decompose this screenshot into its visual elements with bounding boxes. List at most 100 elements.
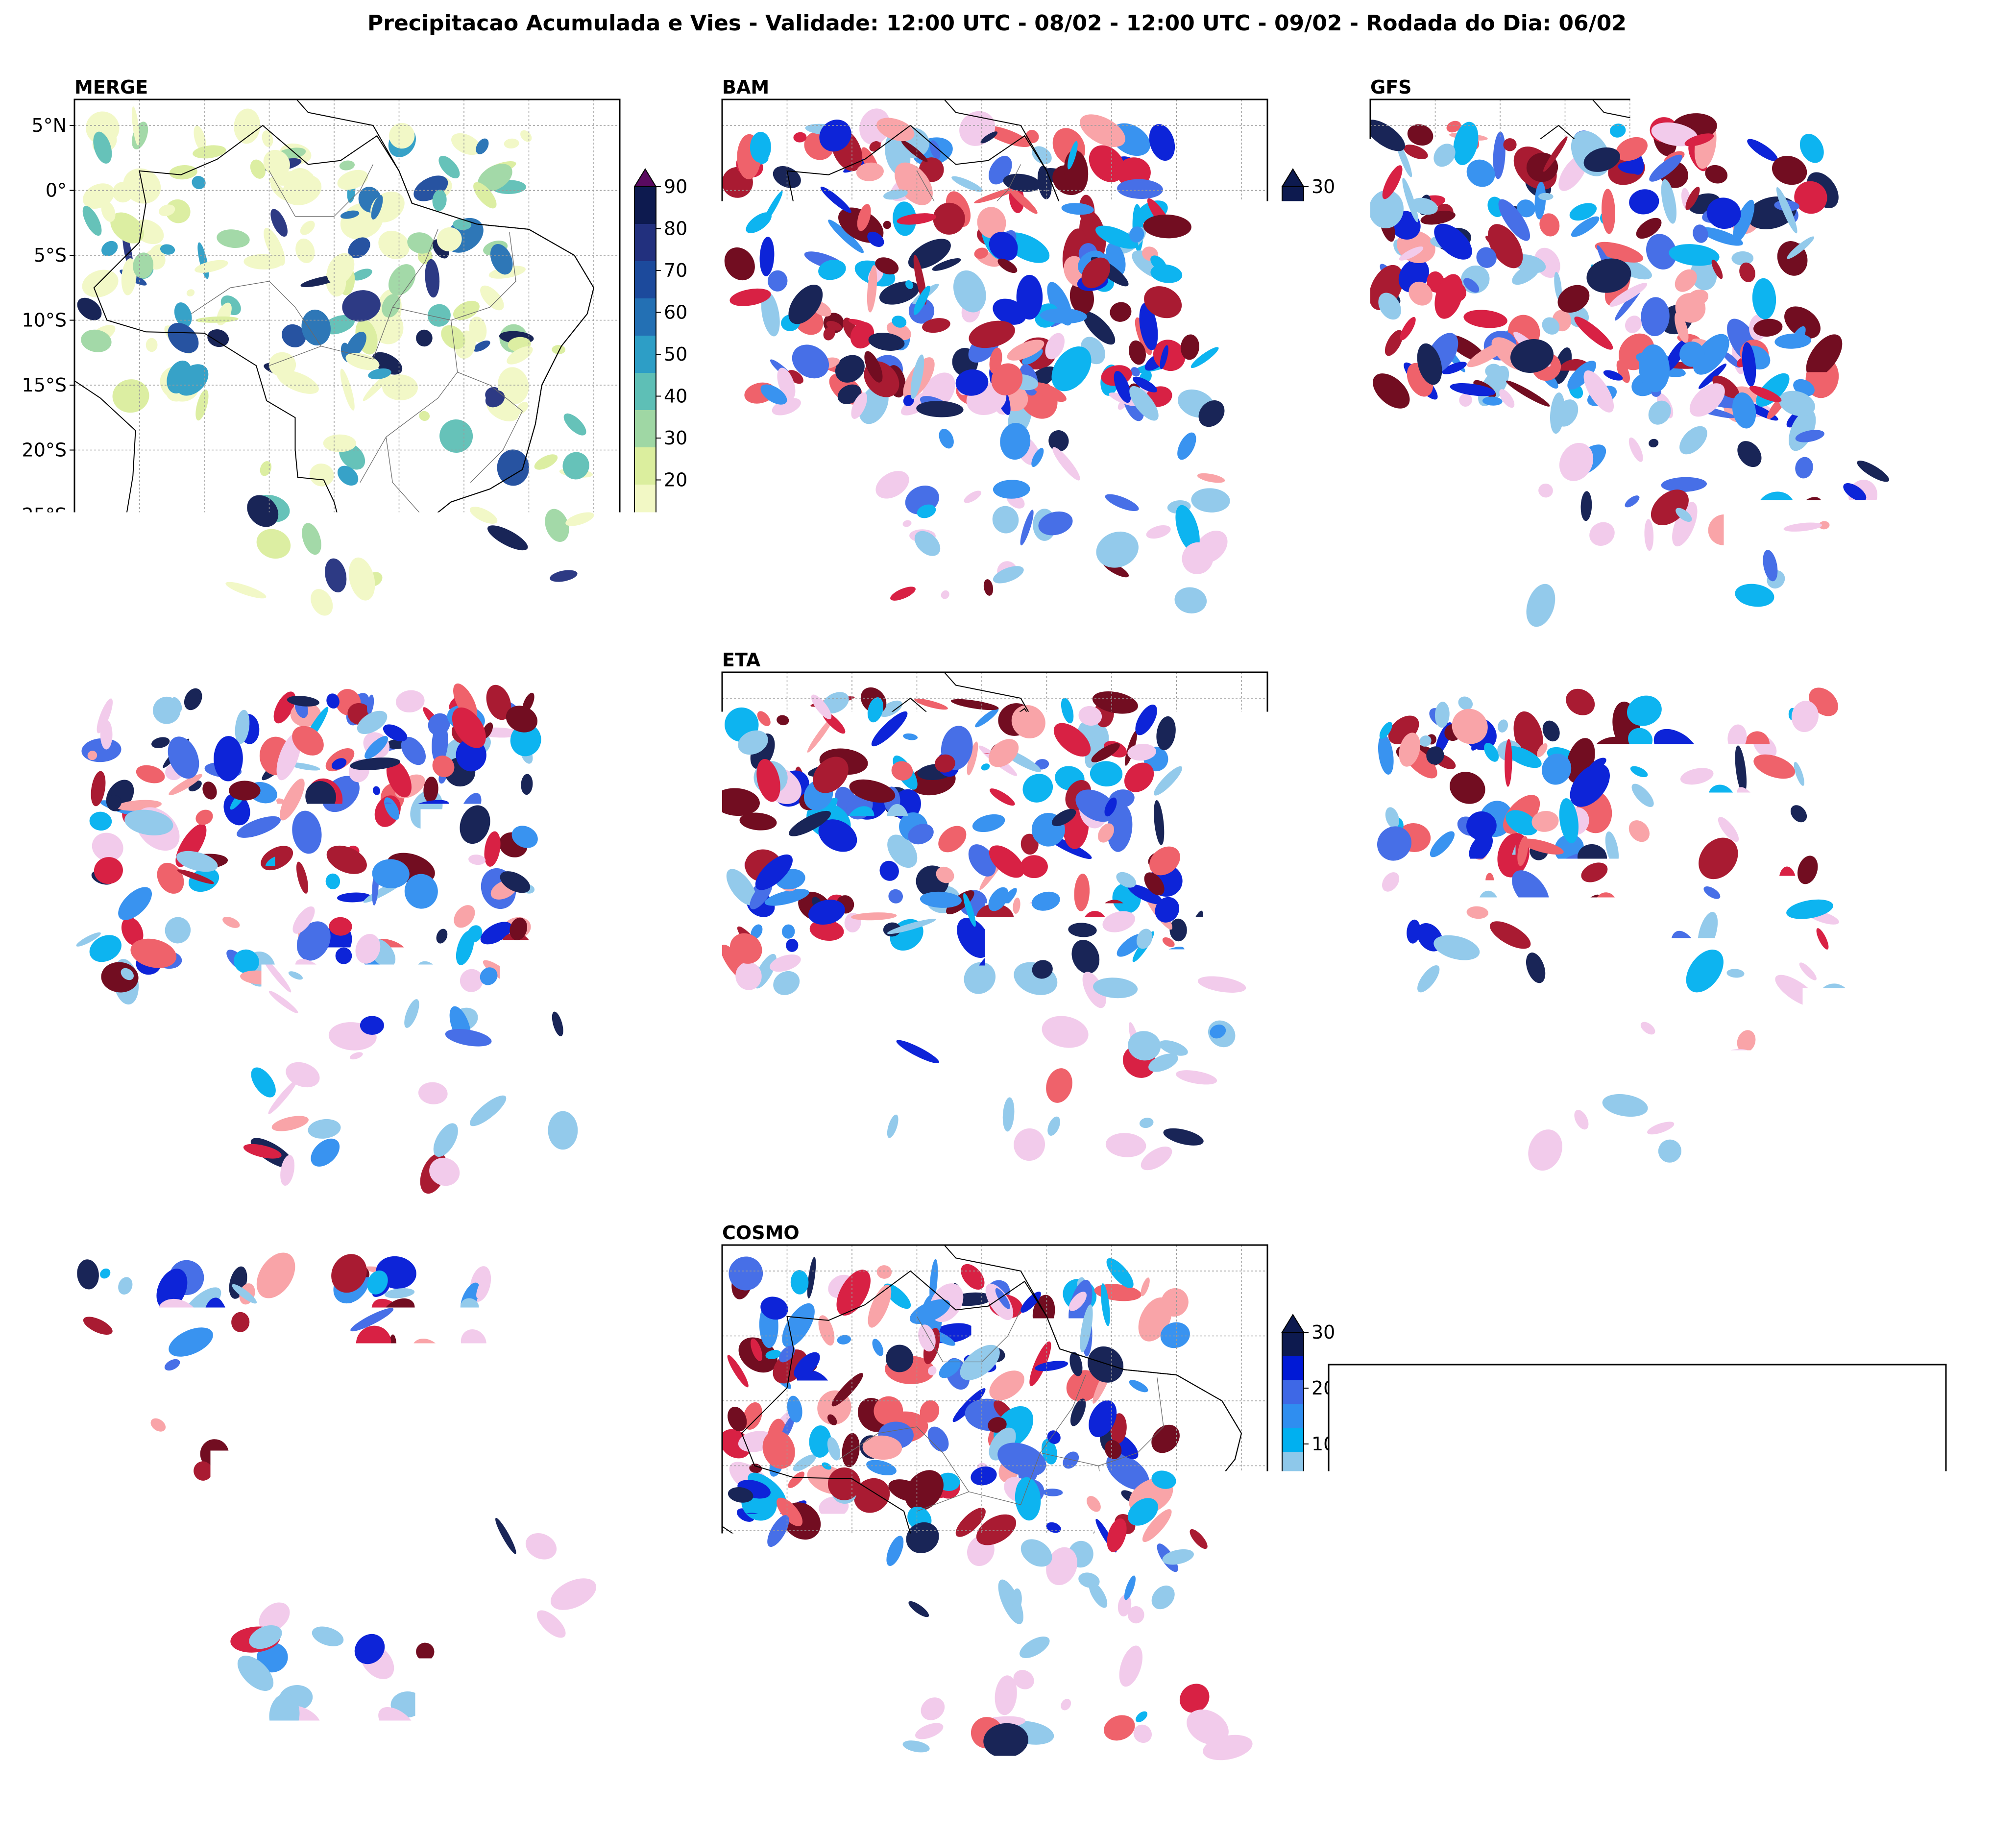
colorbar-tick-label: 30 bbox=[1312, 1321, 1335, 1343]
panel-title: BAM bbox=[722, 76, 769, 98]
colorbar-bin bbox=[1282, 783, 1304, 807]
colorbar-tick-label: 10 bbox=[664, 511, 687, 533]
colorbar-bin bbox=[1282, 1643, 1304, 1667]
map-panel-mpas-monan: MPAS/MONAN INPE/CGCT/DIPTC bbox=[0, 1193, 620, 1834]
colorbar-bin bbox=[1282, 450, 1304, 474]
lon-tick-label: 50°W bbox=[1021, 1799, 1072, 1820]
colorbar-tick-label: 20 bbox=[664, 1377, 687, 1399]
colorbar-bin bbox=[634, 1047, 656, 1071]
colorbar-tick-label: −30 bbox=[1312, 1084, 1351, 1105]
colorbar-bin bbox=[1930, 235, 1952, 259]
colorbar-bin bbox=[1930, 783, 1952, 807]
colorbar-tick-label: 10 bbox=[1312, 288, 1335, 309]
colorbar-extend-min bbox=[1282, 1667, 1304, 1685]
colorbar-tick-label: −10 bbox=[1312, 972, 1351, 994]
colorbar-bin bbox=[634, 261, 656, 299]
map-panel-cosmo: COSMO INPE/CGCT/DIPTC bbox=[644, 1193, 1267, 1834]
colorbar-bin bbox=[1282, 306, 1304, 330]
credit-label: INPE/CGCT/DIPTC bbox=[103, 610, 239, 628]
colorbar-tick-label: −20 bbox=[1312, 455, 1351, 477]
lat-tick-label: 5°N bbox=[31, 115, 67, 136]
colorbar-tick-label: −20 bbox=[664, 1028, 703, 1050]
colorbar-bin bbox=[1930, 903, 1952, 927]
colorbar-bin bbox=[1930, 759, 1952, 783]
colorbar-bin bbox=[1282, 855, 1304, 879]
colorbar-bin bbox=[1930, 855, 1952, 879]
lat-tick-label: 30°S bbox=[22, 569, 67, 591]
map-panel-eta: ETAINPE/CGCT/DIPTC bbox=[644, 620, 1267, 1309]
colorbar-tick-label: 30 bbox=[1312, 749, 1335, 770]
colorbar-bin bbox=[1930, 879, 1952, 903]
map-panel-bam: BAMINPE/CGCT/DIPTC bbox=[644, 48, 1267, 736]
colorbar-tick-label: 30 bbox=[664, 749, 687, 770]
credit-label: INPE/CGCT/DIPTC bbox=[751, 1755, 886, 1774]
credit-box: INPE/CGCT/DIPTC bbox=[733, 1750, 903, 1778]
map-panel-merge: MERGE INPE/CGCT/DIPTC 5°N 0° 5°S 10°S 15°S 20°S… bbox=[0, 48, 620, 736]
lat-tick-label: 20°S bbox=[22, 1012, 67, 1034]
panel-title: ETA bbox=[722, 649, 761, 671]
colorbar-bin bbox=[634, 999, 656, 1023]
colorbar-bin bbox=[1282, 354, 1304, 378]
colorbar-extend-max bbox=[634, 742, 656, 759]
colorbar: −30 −20 −10 0 10 20 30 bbox=[634, 1315, 703, 1685]
colorbar-bin bbox=[1282, 807, 1304, 831]
colorbar-tick-label: −30 bbox=[1960, 511, 1999, 533]
colorbar-bin bbox=[1282, 1047, 1304, 1071]
colorbar-bin bbox=[1930, 474, 1952, 498]
colorbar-bin bbox=[1930, 402, 1952, 426]
colorbar-bin bbox=[634, 1500, 656, 1524]
colorbar-extend-max bbox=[1282, 169, 1304, 187]
credit-box: INPE/CGCT/DIPTC bbox=[1381, 605, 1552, 632]
colorbar-bin bbox=[634, 1595, 656, 1619]
colorbar-bin bbox=[634, 1619, 656, 1643]
colorbar-tick-label: 50 bbox=[664, 343, 687, 365]
colorbar-bin bbox=[634, 1452, 656, 1476]
colorbar: −30 −20 −10 0 10 20 30 bbox=[1282, 169, 1351, 539]
colorbar-tick-label: 20 bbox=[1312, 232, 1335, 253]
colorbar-bin bbox=[634, 410, 656, 448]
colorbar-bin bbox=[634, 1572, 656, 1596]
colorbar-tick-label: 60 bbox=[664, 302, 687, 323]
map-panel-wrf: WRFINPE/CGCT/DIPTC5°N0°5°S10°S15°S20°S25… bbox=[0, 620, 620, 1309]
colorbar-tick-label: 20 bbox=[664, 805, 687, 826]
credit-box: INPE/CGCT/DIPTC bbox=[1381, 1177, 1552, 1205]
lat-tick-label: 30°S bbox=[22, 1142, 67, 1164]
colorbar-tick-label: −20 bbox=[664, 1601, 703, 1622]
colorbar-extend-min bbox=[634, 1667, 656, 1685]
colorbar-tick-label: 10 bbox=[664, 1433, 687, 1455]
colorbar-bin bbox=[1930, 450, 1952, 474]
colorbar-tick-label: 0 bbox=[664, 1489, 676, 1511]
colorbar-bin bbox=[1282, 378, 1304, 402]
colorbar-bin bbox=[634, 1548, 656, 1572]
colorbar-bin bbox=[1930, 1023, 1952, 1047]
lat-tick-label: 15°S bbox=[22, 947, 67, 969]
colorbar-bin bbox=[1282, 235, 1304, 259]
colorbar-extend-max bbox=[634, 169, 656, 187]
colorbar-bin bbox=[634, 807, 656, 831]
colorbar-tick-label: −10 bbox=[664, 1545, 703, 1566]
colorbar-bin bbox=[1282, 474, 1304, 498]
colorbar-bin bbox=[634, 336, 656, 373]
colorbar-tick-label: 20 bbox=[1960, 805, 1983, 826]
lat-axis: 5°N 0° 5°S 10°S 15°S 20°S 25°S 30°S bbox=[22, 687, 74, 1164]
colorbar-bin bbox=[1282, 951, 1304, 975]
lat-axis: 5°N 0° 5°S 10°S 15°S 20°S 25°S 30°S bbox=[22, 115, 74, 591]
colorbar-extend-max bbox=[634, 1315, 656, 1332]
colorbar-tick-label: 30 bbox=[664, 427, 687, 449]
lon-tick-label: 40°W bbox=[1151, 1799, 1202, 1820]
credit-box: INPE/CGCT/DIPTC bbox=[85, 1750, 256, 1778]
credit-label: INPE/CGCT/DIPTC bbox=[103, 1182, 239, 1201]
colorbar-bin bbox=[1282, 927, 1304, 951]
colorbar-extend-min bbox=[1282, 522, 1304, 539]
credit-box: INPE/CGCT/DIPTC bbox=[85, 605, 256, 632]
colorbar-extend-max bbox=[1282, 1315, 1304, 1332]
panel-title: MPAS/MONAN bbox=[74, 1222, 219, 1244]
colorbar-bin bbox=[634, 975, 656, 999]
colorbar-tick-label: 10 bbox=[664, 860, 687, 882]
colorbar-bin bbox=[1930, 999, 1952, 1023]
figure: Precipitacao Acumulada e Vies - Validade… bbox=[0, 0, 2016, 1834]
colorbar-tick-label: 0 bbox=[1312, 343, 1323, 365]
colorbar-tick-label: −20 bbox=[1312, 1028, 1351, 1050]
colorbar-tick-label: 20 bbox=[1960, 232, 1983, 253]
lon-axis: 70°W 65°W 60°W 55°W 50°W 45°W 40°W 35°W bbox=[761, 1790, 1267, 1820]
